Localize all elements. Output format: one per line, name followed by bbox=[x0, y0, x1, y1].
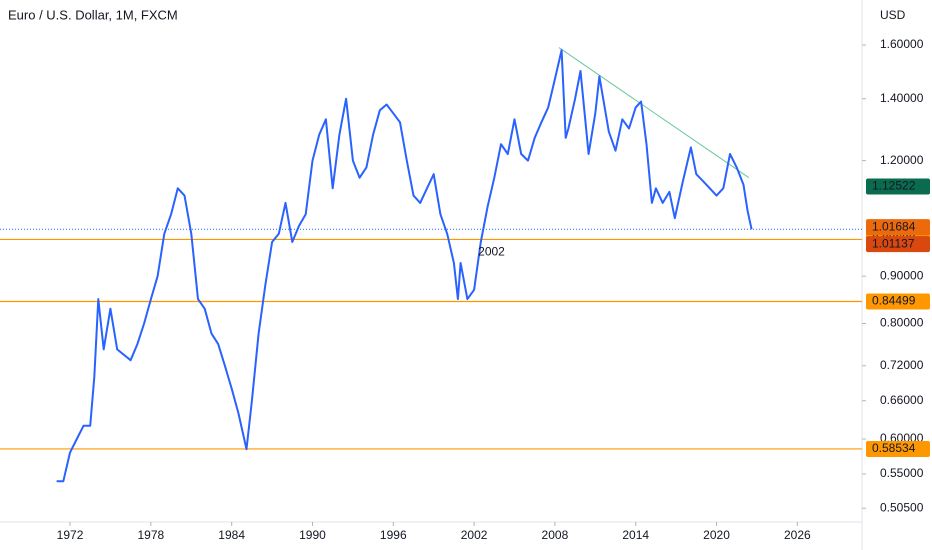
price-label: 1.01137 bbox=[872, 236, 915, 250]
x-tick-label: 2008 bbox=[542, 528, 569, 542]
y-tick-label: 1.60000 bbox=[880, 37, 924, 51]
y-tick-label: 1.40000 bbox=[880, 91, 924, 105]
price-label: 1.12522 bbox=[872, 179, 916, 193]
x-tick-label: 2020 bbox=[703, 528, 730, 542]
level-label: 0.58534 bbox=[872, 441, 916, 455]
trendline bbox=[558, 47, 750, 179]
level-label-bg bbox=[866, 293, 930, 310]
x-tick-label: 1984 bbox=[218, 528, 245, 542]
y-axis-label: USD bbox=[880, 8, 906, 22]
price-label-bg bbox=[866, 219, 930, 236]
level-label: 0.84499 bbox=[872, 294, 916, 308]
y-tick-label: 0.72000 bbox=[880, 358, 924, 372]
x-tick-label: 2014 bbox=[622, 528, 649, 542]
x-tick-label: 1996 bbox=[380, 528, 407, 542]
y-tick-label: 0.66000 bbox=[880, 393, 924, 407]
chart-title: Euro / U.S. Dollar, 1M, FXCM bbox=[8, 7, 178, 22]
y-tick-label: 0.50500 bbox=[880, 500, 924, 514]
x-tick-label: 1990 bbox=[299, 528, 326, 542]
price-label-bg bbox=[866, 178, 930, 195]
y-tick-label: 1.20000 bbox=[880, 153, 924, 167]
y-tick-label: 0.80000 bbox=[880, 316, 924, 330]
x-tick-label: 1978 bbox=[137, 528, 164, 542]
y-tick-label: 0.90000 bbox=[880, 268, 924, 282]
price-label: 1.01684 bbox=[872, 219, 916, 233]
x-tick-label: 1972 bbox=[57, 528, 84, 542]
price-label-bg bbox=[866, 236, 930, 253]
level-label-bg bbox=[866, 440, 930, 457]
x-tick-label: 2026 bbox=[784, 528, 811, 542]
x-tick-label: 2002 bbox=[461, 528, 488, 542]
annotation: 2002 bbox=[478, 245, 505, 259]
y-tick-label: 0.55000 bbox=[880, 466, 924, 480]
price-line bbox=[56, 49, 753, 483]
